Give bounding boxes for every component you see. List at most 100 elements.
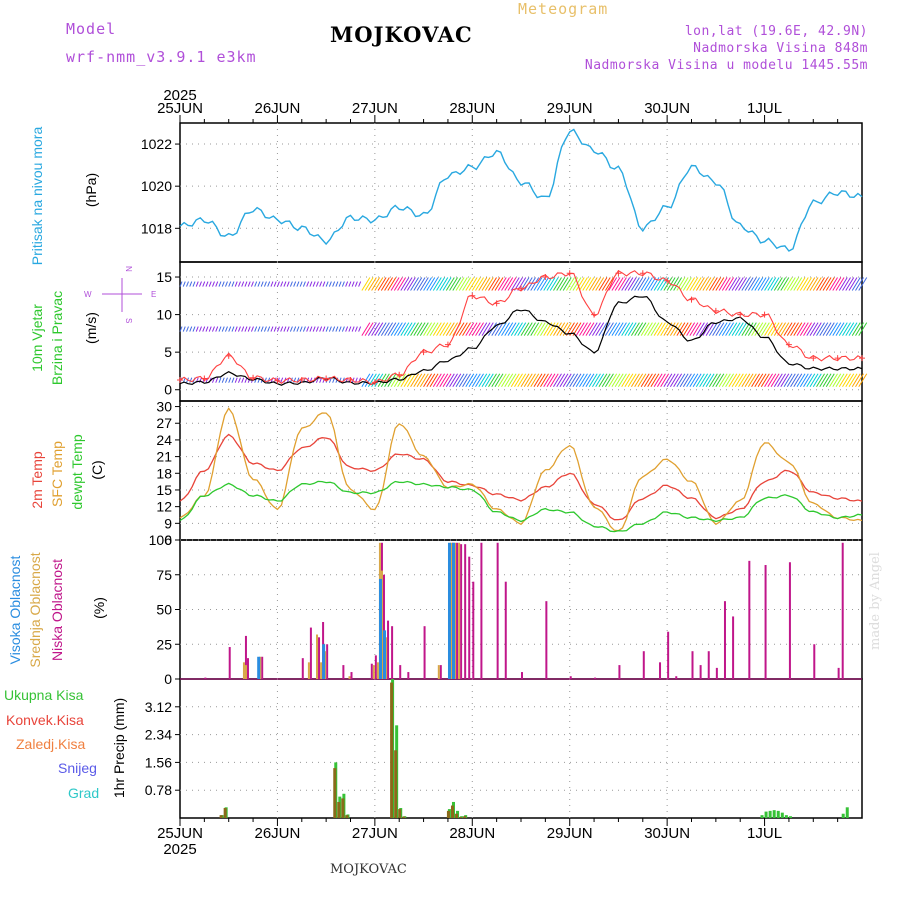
pressure-ylabel: Pritisak na nivou mora — [29, 127, 45, 266]
wind-direction-barb — [497, 277, 507, 291]
wind-direction-barb — [786, 322, 796, 336]
wind-gust-marker — [323, 375, 330, 382]
cloud-mid-bar — [316, 634, 319, 679]
wind-direction-barb — [770, 373, 780, 387]
wind-direction-barb — [540, 277, 549, 291]
wind-direction-barb — [536, 322, 546, 336]
day-label-bottom: 25JUN — [157, 825, 203, 842]
wind-direction-barb — [215, 281, 219, 287]
cloud-high-bar — [257, 656, 261, 679]
wind-direction-barb — [332, 326, 336, 332]
wind-direction-barb — [260, 326, 264, 332]
wind-direction-barb — [793, 373, 803, 387]
wind-direction-barb — [442, 277, 452, 291]
precip-total-bar — [784, 815, 788, 818]
cloud-low-bar — [715, 667, 718, 679]
cloud-low-bar — [618, 665, 621, 679]
wind-direction-barb — [605, 322, 614, 336]
wind-direction-barb — [741, 277, 751, 291]
wind-gust-marker — [810, 355, 817, 362]
wind-direction-barb — [676, 277, 686, 291]
wind-direction-barb — [400, 322, 410, 336]
cloud-low-bar — [407, 672, 410, 679]
wind-direction-barb — [543, 277, 553, 291]
wind-direction-barb — [387, 322, 397, 336]
wind-direction-barb — [182, 326, 186, 332]
wind-direction-barb — [848, 373, 858, 387]
wind-direction-barb — [754, 322, 764, 336]
wind-direction-barb — [384, 277, 394, 291]
temp-dew-label: dewpt Temp — [69, 434, 85, 509]
wind-direction-barb — [715, 373, 725, 387]
wind-direction-barb — [374, 373, 384, 387]
wind-direction-barb — [757, 322, 767, 336]
temp-sfc-label: SFC Temp — [49, 441, 65, 507]
wind-gust-marker — [737, 311, 744, 318]
temp-ytick-label: 9 — [164, 515, 172, 531]
wind-direction-barb — [497, 322, 507, 336]
wind-direction-barb — [566, 277, 575, 291]
wind-direction-barb — [215, 377, 219, 383]
wind-direction-barb — [423, 373, 432, 387]
wind-direction-barb — [507, 277, 517, 291]
wind-direction-barb — [449, 277, 458, 291]
wind-gust-marker — [493, 300, 500, 307]
wind-direction-barb — [595, 373, 605, 387]
wind-direction-barb — [614, 373, 624, 387]
wind-direction-barb — [809, 322, 819, 336]
wind-direction-barb — [478, 322, 488, 336]
wind-direction-barb — [624, 277, 634, 291]
wind-direction-barb — [306, 281, 310, 287]
wind-direction-barb — [634, 277, 644, 291]
precip-ytick-label: 0.78 — [145, 782, 172, 798]
wind-direction-barb — [829, 322, 838, 336]
wind-direction-barb — [452, 277, 462, 291]
wind-direction-barb — [647, 277, 657, 291]
wind-direction-barb — [744, 322, 754, 336]
wind-direction-barb — [332, 281, 336, 287]
wind-direction-barb — [725, 322, 735, 336]
wind-direction-barb — [741, 373, 751, 387]
wind-direction-barb — [286, 326, 290, 332]
wind-ytick-label: 15 — [156, 269, 172, 285]
cloud-ytick-label: 100 — [149, 532, 173, 548]
wind-direction-barb — [484, 277, 494, 291]
wind-direction-barb — [371, 277, 381, 291]
wind-ylabel-1: 10m Vjetar — [29, 304, 45, 372]
wind-direction-barb — [328, 326, 332, 332]
wind-direction-barb — [796, 277, 806, 291]
year-bottom: 2025 — [163, 841, 196, 858]
cloud-low-bar — [318, 637, 321, 679]
wind-direction-barb — [419, 277, 429, 291]
wind-direction-barb — [592, 277, 601, 291]
cloud-mid-bar — [458, 542, 461, 679]
wind-direction-barb — [212, 326, 215, 332]
wind-direction-barb — [647, 322, 657, 336]
wind-direction-barb — [488, 277, 497, 291]
wind-direction-barb — [855, 322, 864, 336]
wind-direction-barb — [627, 373, 637, 387]
cloud-ytick-label: 0 — [164, 671, 172, 687]
wind-direction-barb — [478, 373, 488, 387]
wind-direction-barb — [309, 281, 313, 287]
wind-direction-barb — [445, 373, 455, 387]
wind-direction-barb — [579, 277, 588, 291]
product-title: Meteogram — [518, 0, 609, 18]
wind-direction-barb — [572, 373, 582, 387]
wind-direction-barb — [436, 373, 445, 387]
wind-direction-barb — [179, 281, 183, 287]
wind-direction-barb — [354, 326, 358, 332]
wind-gust-marker — [591, 311, 598, 318]
wind-direction-barb — [773, 322, 783, 336]
wind-direction-barb — [822, 322, 832, 336]
wind-direction-barb — [270, 281, 274, 287]
wind-direction-barb — [819, 373, 829, 387]
wind-direction-barb — [380, 277, 390, 291]
precip-total-bar — [845, 807, 849, 818]
day-label-top: 28JUN — [449, 100, 495, 117]
wind-direction-barb — [643, 373, 653, 387]
cloud-mid-bar — [372, 665, 375, 679]
wind-direction-barb — [712, 373, 722, 387]
wind-direction-barb — [582, 277, 592, 291]
wind-direction-barb — [595, 277, 605, 291]
